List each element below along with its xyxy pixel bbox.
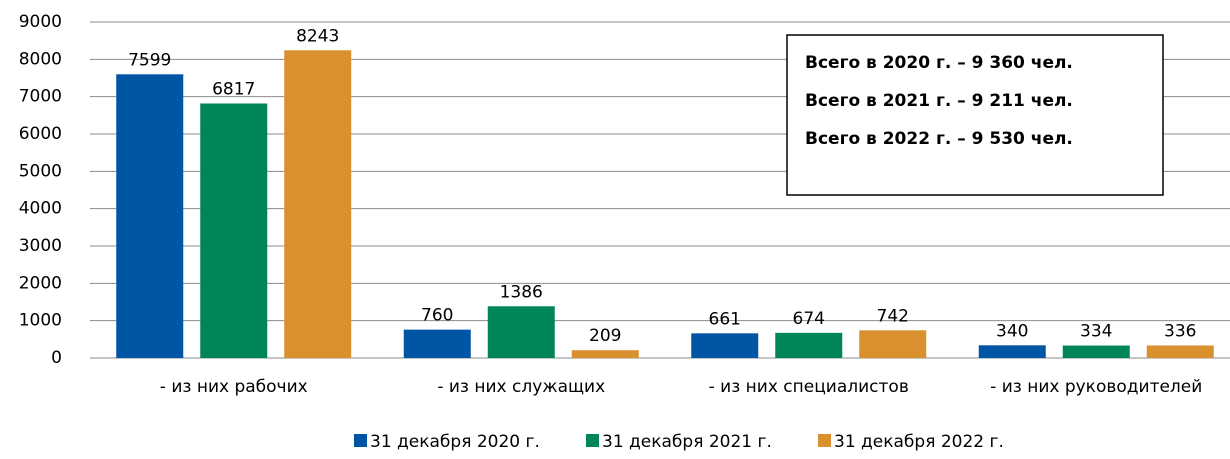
bar — [1146, 345, 1214, 358]
legend-label: 31 декабря 2022 г. — [834, 432, 1004, 452]
data-label: 336 — [1164, 321, 1196, 341]
bar — [403, 329, 471, 358]
data-label: 760 — [421, 306, 453, 326]
legend-label: 31 декабря 2021 г. — [602, 432, 772, 452]
legend-swatch — [586, 434, 599, 447]
x-tick-label: - из них специалистов — [709, 377, 909, 397]
legend-label: 31 декабря 2020 г. — [370, 432, 540, 452]
x-tick-label: - из них рабочих — [160, 377, 308, 397]
data-label: 209 — [589, 326, 621, 346]
data-label: 8243 — [296, 26, 339, 46]
bar — [775, 332, 843, 358]
y-tick-label: 1000 — [19, 311, 62, 331]
data-label: 742 — [877, 306, 909, 326]
data-label: 7599 — [128, 50, 171, 70]
y-tick-label: 9000 — [19, 12, 62, 32]
annotation: Всего в 2022 г. – 9 530 чел. — [805, 129, 1073, 149]
bar — [859, 330, 927, 358]
bar — [116, 74, 184, 358]
bar — [1062, 345, 1130, 358]
bar — [200, 103, 268, 359]
bar — [487, 306, 555, 358]
y-tick-label: 5000 — [19, 161, 62, 181]
legend-swatch — [354, 434, 367, 447]
bar — [284, 50, 352, 359]
bar — [571, 350, 639, 358]
y-tick-label: 3000 — [19, 236, 62, 256]
annotation: Всего в 2020 г. – 9 360 чел. — [805, 53, 1073, 73]
x-tick-label: - из них служащих — [437, 377, 605, 397]
annotation: Всего в 2021 г. – 9 211 чел. — [805, 91, 1073, 111]
y-tick-label: 4000 — [19, 199, 62, 219]
data-label: 1386 — [500, 282, 543, 302]
y-tick-label: 8000 — [19, 49, 62, 69]
legend-swatch — [818, 434, 831, 447]
bar — [978, 345, 1046, 358]
annotation-box — [786, 34, 1164, 196]
y-tick-label: 6000 — [19, 124, 62, 144]
y-tick-label: 0 — [51, 348, 62, 368]
data-label: 674 — [793, 309, 825, 329]
x-tick-label: - из них руководителей — [990, 377, 1202, 397]
bar — [691, 333, 759, 358]
data-label: 661 — [709, 309, 741, 329]
data-label: 334 — [1080, 322, 1112, 342]
data-label: 6817 — [212, 79, 255, 99]
y-tick-label: 2000 — [19, 273, 62, 293]
data-label: 340 — [996, 321, 1028, 341]
y-tick-label: 7000 — [19, 87, 62, 107]
